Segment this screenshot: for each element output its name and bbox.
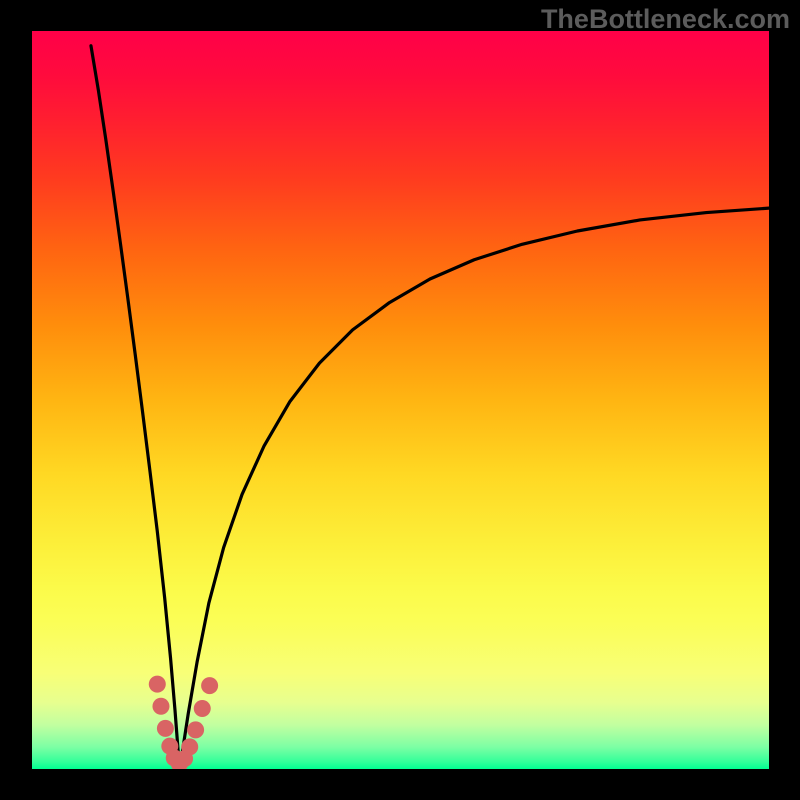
stage: TheBottleneck.com <box>0 0 800 800</box>
dip-marker <box>181 738 198 755</box>
plot-svg <box>32 31 769 769</box>
dip-marker <box>149 676 166 693</box>
bottleneck-plot <box>32 31 769 769</box>
dip-marker <box>201 677 218 694</box>
dip-marker <box>194 700 211 717</box>
dip-marker <box>187 721 204 738</box>
dip-marker <box>157 720 174 737</box>
dip-marker <box>152 698 169 715</box>
